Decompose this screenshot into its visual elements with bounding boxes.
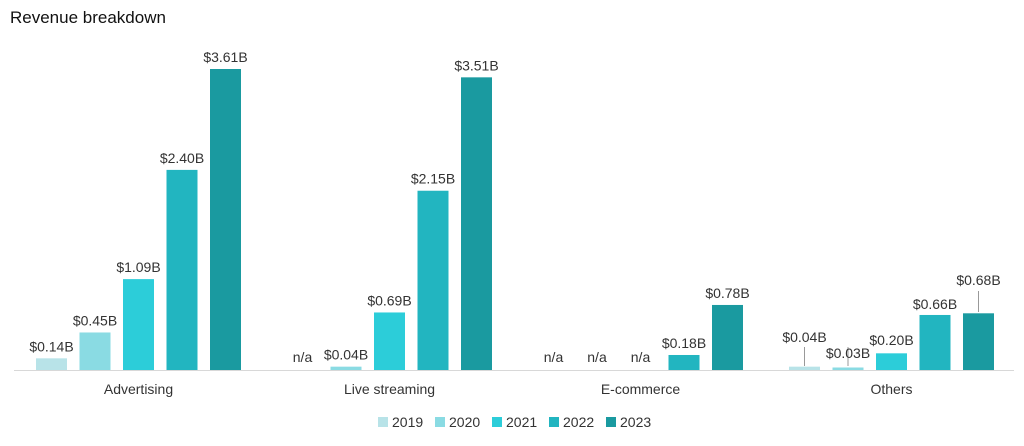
legend-label: 2020 xyxy=(449,414,480,430)
data-label: n/a xyxy=(293,349,313,365)
bar-others-2022 xyxy=(919,314,951,370)
data-label: $0.14B xyxy=(29,338,73,354)
data-label: n/a xyxy=(587,349,607,365)
data-label: $0.04B xyxy=(782,329,826,345)
bar-e-commerce-2023 xyxy=(712,304,743,370)
data-label: $1.09B xyxy=(116,259,160,275)
data-label: n/a xyxy=(631,349,651,365)
legend-swatch xyxy=(435,417,445,427)
bar-advertising-2023 xyxy=(210,69,241,370)
data-label: $0.78B xyxy=(705,285,749,301)
legend-swatch xyxy=(606,417,616,427)
bar-others-2019 xyxy=(789,366,820,370)
category-labels: Advertising Live streaming E-commerce Other… xyxy=(104,381,913,397)
bar-live-streaming-2021 xyxy=(374,312,405,370)
data-label: $0.45B xyxy=(73,312,117,328)
category-label: Live streaming xyxy=(344,381,435,397)
legend-label: 2023 xyxy=(620,414,651,430)
legend-swatch xyxy=(549,417,559,427)
legend-swatch xyxy=(492,417,502,427)
legend: 2019 2020 2021 2022 2023 xyxy=(378,414,651,430)
bar-advertising-2022 xyxy=(166,169,198,370)
category-label: Advertising xyxy=(104,381,173,397)
legend-label: 2021 xyxy=(506,414,537,430)
bar-live-streaming-2023 xyxy=(461,77,492,370)
category-label: Others xyxy=(870,381,912,397)
data-label: $2.40B xyxy=(160,150,204,166)
data-label: n/a xyxy=(544,349,564,365)
bar-others-2020 xyxy=(832,367,864,370)
legend-swatch xyxy=(378,417,388,427)
bar-e-commerce-2022 xyxy=(668,354,700,370)
category-label: E-commerce xyxy=(601,381,681,397)
data-label: $0.68B xyxy=(956,272,1000,288)
data-label: $3.61B xyxy=(203,49,247,65)
data-label: $3.51B xyxy=(454,57,498,73)
data-label: $0.69B xyxy=(367,292,411,308)
bar-live-streaming-2020 xyxy=(330,366,362,370)
data-label: $0.03B xyxy=(826,345,870,361)
data-label: $2.15B xyxy=(411,171,455,187)
legend-label: 2022 xyxy=(563,414,594,430)
bar-live-streaming-2022 xyxy=(417,190,449,370)
bar-others-2021 xyxy=(876,353,907,370)
chart-title: Revenue breakdown xyxy=(10,8,166,27)
data-label: $0.66B xyxy=(913,296,957,312)
data-label: $0.18B xyxy=(662,335,706,351)
bar-advertising-2020 xyxy=(79,332,111,370)
bar-others-2023 xyxy=(963,313,994,370)
bar-advertising-2021 xyxy=(123,279,154,370)
data-label: $0.04B xyxy=(324,347,368,363)
bar-advertising-2019 xyxy=(36,358,67,370)
legend-label: 2019 xyxy=(392,414,423,430)
data-label: $0.20B xyxy=(869,332,913,348)
